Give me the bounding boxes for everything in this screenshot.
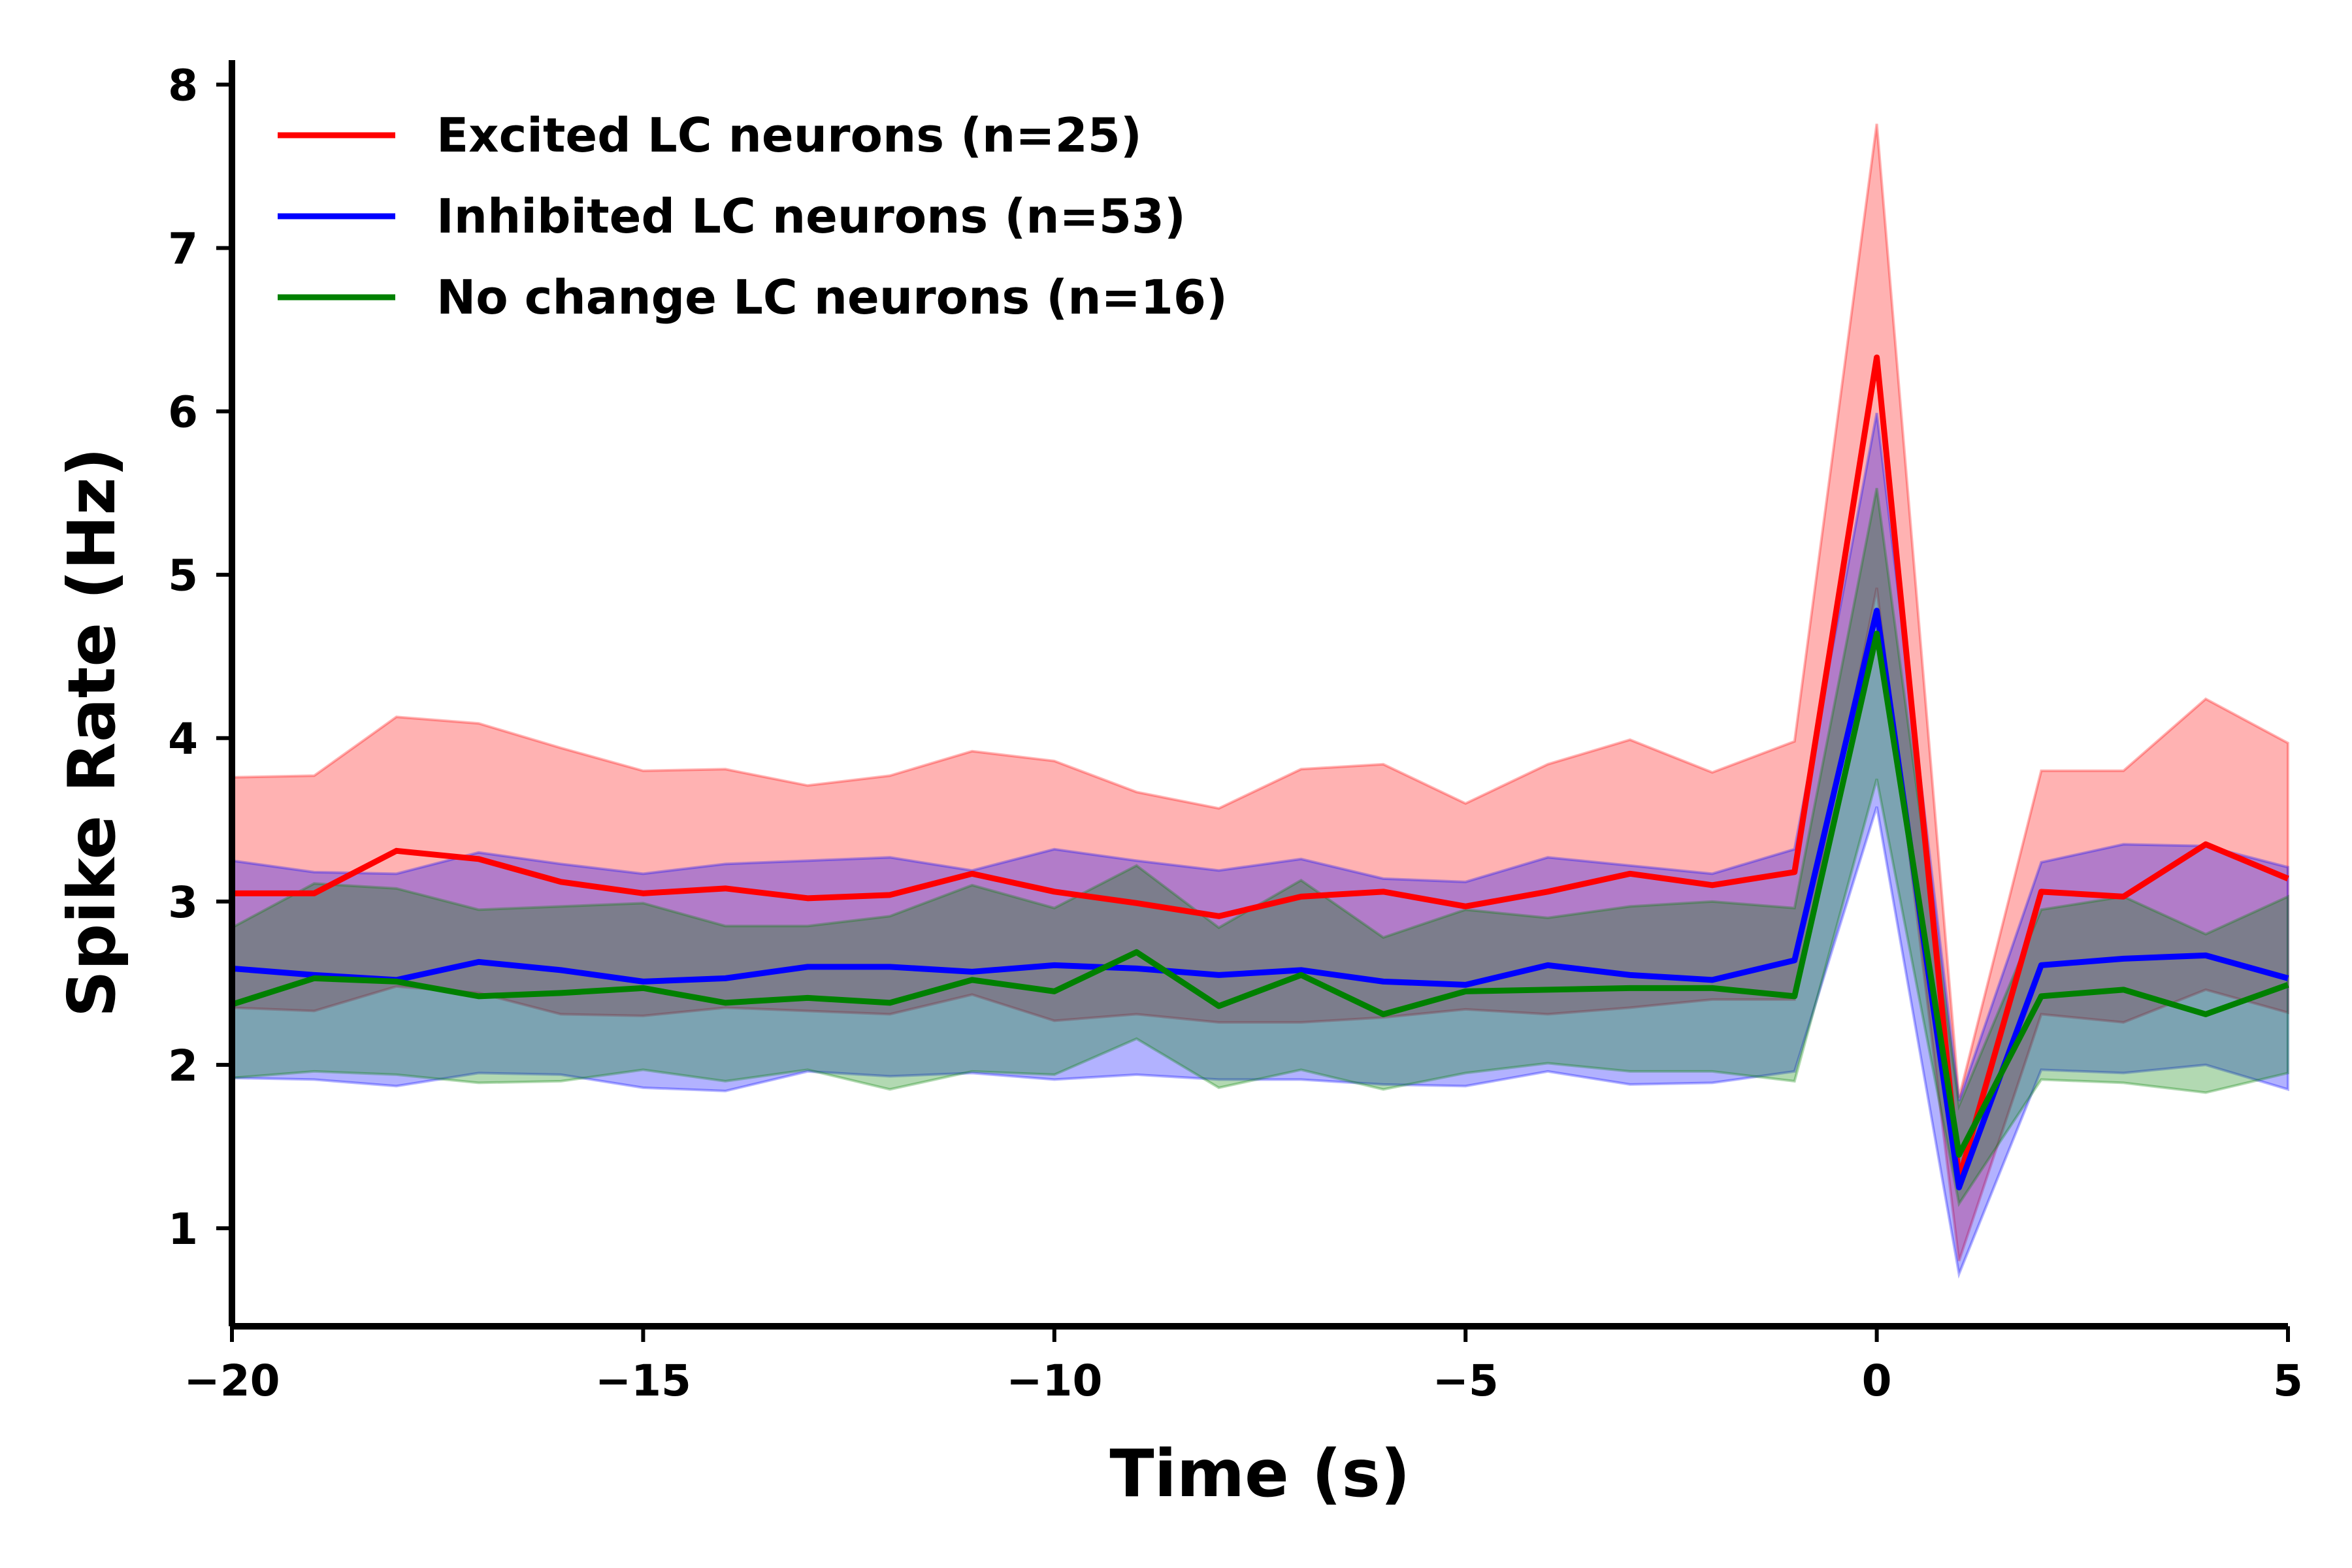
y-tick-label: 7 [168,224,198,274]
series-band-2 [231,487,2289,1207]
x-tick-label: 5 [2273,1356,2303,1406]
y-tick-label: 8 [168,61,198,111]
legend-label-0: Excited LC neurons (n=25) [436,108,1142,163]
x-tick-label: −5 [1433,1356,1499,1406]
y-tick-label: 4 [168,714,198,764]
y-tick-label: 5 [168,551,198,601]
legend-label-1: Inhibited LC neurons (n=53) [436,189,1186,244]
x-tick-label: −10 [1006,1356,1102,1406]
series-line-2 [231,630,2289,1158]
y-axis-title: Spike Rate (Hz) [54,448,130,1018]
legend-label-2: No change LC neurons (n=16) [436,270,1228,325]
tick-marks: −20 −15 −10 −5 0 5 1 2 3 4 5 6 7 8 [168,61,2303,1406]
x-tick-label: −20 [184,1356,280,1406]
y-tick-label: 1 [168,1204,198,1254]
series-line-0 [232,354,2289,1183]
y-tick-label: 3 [168,877,198,928]
y-tick-label: 6 [168,387,198,438]
x-tick-label: 0 [1862,1356,1892,1406]
x-tick-label: −15 [595,1356,691,1406]
x-axis-title: Time (s) [1109,1435,1410,1512]
y-tick-label: 2 [168,1041,198,1091]
series-lines [231,354,2289,1190]
axes [229,60,2288,1330]
series-band-1 [231,412,2289,1279]
series-line-1 [231,608,2289,1190]
legend: Excited LC neurons (n=25) Inhibited LC ne… [278,108,1228,325]
